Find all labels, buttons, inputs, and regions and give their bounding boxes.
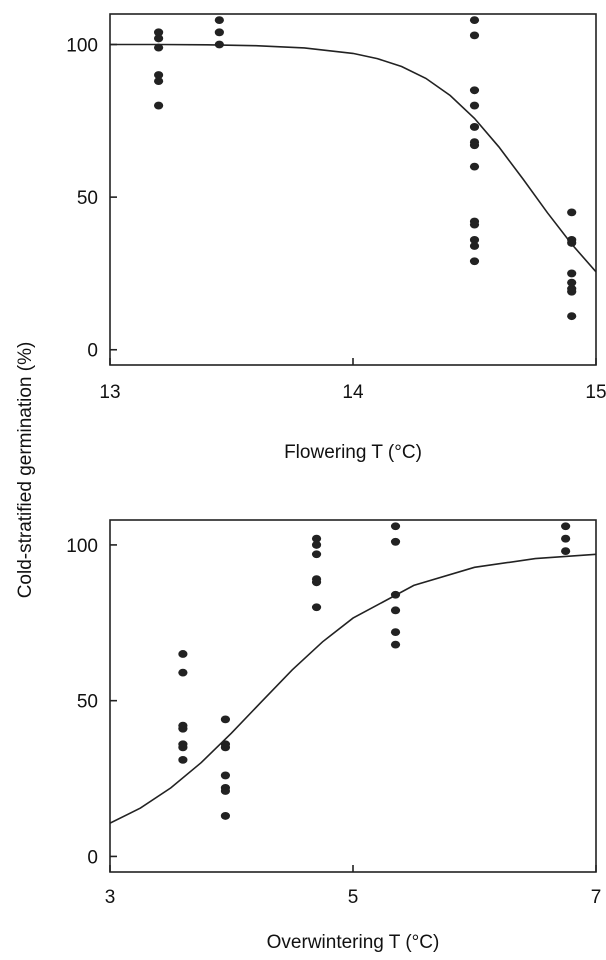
- flowering-y-tick-label: 50: [77, 188, 98, 209]
- overwintering-data-point: [311, 578, 322, 587]
- flowering-x-tick-label: 13: [99, 382, 120, 403]
- flowering-data-point: [469, 141, 480, 150]
- flowering-data-point: [154, 43, 164, 52]
- flowering-data-point: [567, 269, 577, 278]
- flowering-data-point: [469, 123, 480, 131]
- flowering-data-point: [469, 235, 480, 244]
- flowering-data-point: [154, 101, 164, 110]
- overwintering-y-tick-label: 50: [77, 692, 98, 713]
- overwintering-data-point: [311, 541, 322, 549]
- flowering-data-point: [469, 101, 480, 110]
- flowering-x-axis-title: Flowering T (°C): [284, 442, 422, 463]
- overwintering-data-point: [220, 787, 231, 795]
- overwintering-x-tick-label: 3: [105, 887, 116, 908]
- overwintering-x-tick-label: 5: [348, 887, 359, 908]
- flowering-panel: 0 50 100 13 14 15 Flowering T (°C): [66, 13, 606, 463]
- overwintering-data-point: [220, 715, 231, 724]
- shared-y-axis-title: Cold-stratified germination (%): [15, 342, 36, 599]
- flowering-data-point: [469, 220, 480, 229]
- overwintering-fitted-curve: [110, 553, 596, 824]
- overwintering-data-point: [561, 547, 571, 556]
- flowering-data-point: [154, 71, 164, 79]
- overwintering-data-point: [390, 628, 401, 637]
- flowering-data-point: [154, 77, 164, 86]
- flowering-fitted-curve: [110, 43, 596, 273]
- flowering-y-tick-label: 100: [66, 36, 98, 57]
- flowering-data-point: [154, 28, 164, 37]
- overwintering-data-point: [178, 724, 188, 733]
- flowering-data-point: [469, 162, 480, 171]
- flowering-data-point: [469, 31, 480, 40]
- flowering-data-point: [469, 257, 480, 266]
- flowering-data-point: [214, 16, 224, 25]
- overwintering-x-tick-label: 7: [591, 887, 602, 908]
- overwintering-data-point: [311, 534, 322, 543]
- flowering-data-point: [154, 34, 164, 43]
- overwintering-data-point: [561, 522, 571, 531]
- flowering-data-point: [567, 287, 577, 296]
- flowering-plot-frame: [109, 13, 597, 366]
- overwintering-data-point: [178, 668, 188, 677]
- overwintering-data-point: [220, 743, 231, 752]
- overwintering-data-point: [390, 640, 401, 649]
- overwintering-data-point: [390, 537, 401, 546]
- overwintering-data-point: [178, 755, 188, 764]
- overwintering-data-point: [561, 534, 571, 543]
- flowering-data-point: [567, 312, 577, 321]
- flowering-data-point: [567, 278, 577, 287]
- overwintering-data-point: [220, 812, 231, 820]
- flowering-data-point: [469, 86, 480, 95]
- overwintering-data-point: [178, 743, 188, 752]
- overwintering-y-tick-label: 0: [87, 847, 98, 868]
- overwintering-plot-frame: [109, 519, 597, 873]
- overwintering-data-point: [220, 771, 231, 780]
- flowering-data-point: [469, 242, 480, 250]
- overwintering-data-point: [311, 550, 322, 559]
- flowering-x-tick-label: 14: [342, 382, 364, 403]
- overwintering-data-point: [390, 606, 401, 615]
- flowering-y-tick-label: 0: [87, 341, 98, 362]
- flowering-x-tick-label: 15: [585, 382, 606, 403]
- overwintering-y-tick-label: 100: [66, 536, 98, 557]
- overwintering-data-point: [311, 603, 322, 612]
- overwintering-panel: 0 50 100 3 5 7 Overwintering T (°C): [66, 519, 602, 953]
- overwintering-data-point: [390, 522, 401, 531]
- overwintering-data-point: [178, 650, 188, 658]
- overwintering-x-axis-title: Overwintering T (°C): [267, 932, 440, 953]
- flowering-data-point: [469, 16, 480, 25]
- flowering-data-point: [567, 208, 577, 217]
- flowering-data-point: [214, 28, 224, 37]
